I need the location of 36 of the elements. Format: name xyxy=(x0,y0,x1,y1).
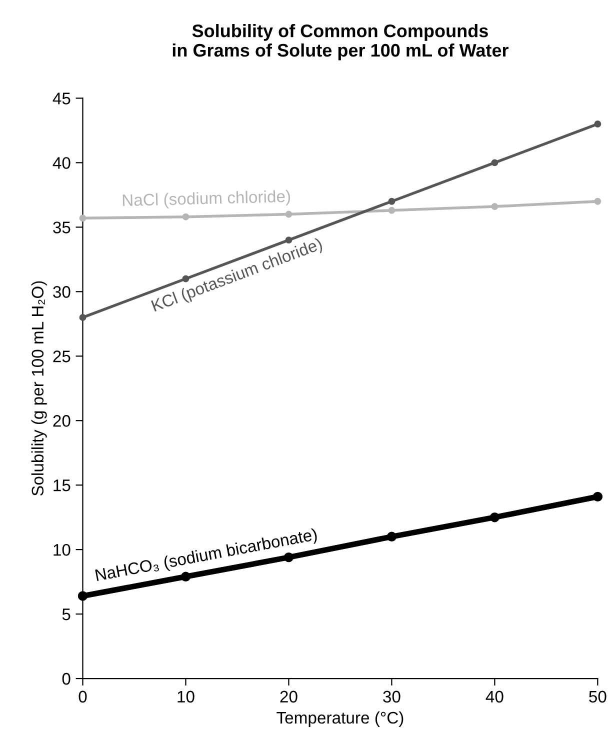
y-tick-label: 25 xyxy=(53,350,70,362)
point xyxy=(594,198,602,205)
y-tick-label: 15 xyxy=(54,480,70,492)
point xyxy=(78,591,88,601)
y-tick-label: 10 xyxy=(54,544,70,556)
x-tick-label: 50 xyxy=(589,690,606,703)
chart-title: Solubility of Common Compounds in Grams of Solute per 100 mL of Water xyxy=(172,24,509,60)
point xyxy=(388,198,396,205)
y-tick-label: 30 xyxy=(53,286,70,298)
point xyxy=(79,214,86,222)
series-label: NaCl (sodium chloride) xyxy=(122,190,290,210)
y-axis-title: Solubility (g per 100 mL H₂O) xyxy=(31,281,47,496)
x-tick-label: 20 xyxy=(280,690,298,703)
point xyxy=(491,159,498,166)
x-tick-label: 10 xyxy=(178,690,194,703)
y-tick-label: 40 xyxy=(52,157,70,169)
point xyxy=(592,492,603,502)
y-tick-label: 0 xyxy=(62,672,70,685)
point xyxy=(180,572,191,582)
point xyxy=(491,203,498,210)
point xyxy=(79,314,86,321)
point xyxy=(285,210,292,218)
point xyxy=(388,206,396,214)
y-tick-label: 5 xyxy=(62,608,70,620)
x-tick-label: 30 xyxy=(383,690,400,703)
x-tick-label: 40 xyxy=(486,690,504,703)
text: NaHCO₃ (sodium bicarbonate) xyxy=(95,528,318,584)
y-tick-label: 35 xyxy=(53,222,70,234)
y-tick-label: 45 xyxy=(52,92,70,104)
point xyxy=(182,213,190,220)
x-tick-label: 0 xyxy=(78,690,87,703)
point xyxy=(594,120,602,128)
y-tick-label: 20 xyxy=(53,415,70,427)
point xyxy=(386,532,397,542)
point xyxy=(490,512,500,522)
x-axis-title: Temperature (°C) xyxy=(276,711,404,727)
